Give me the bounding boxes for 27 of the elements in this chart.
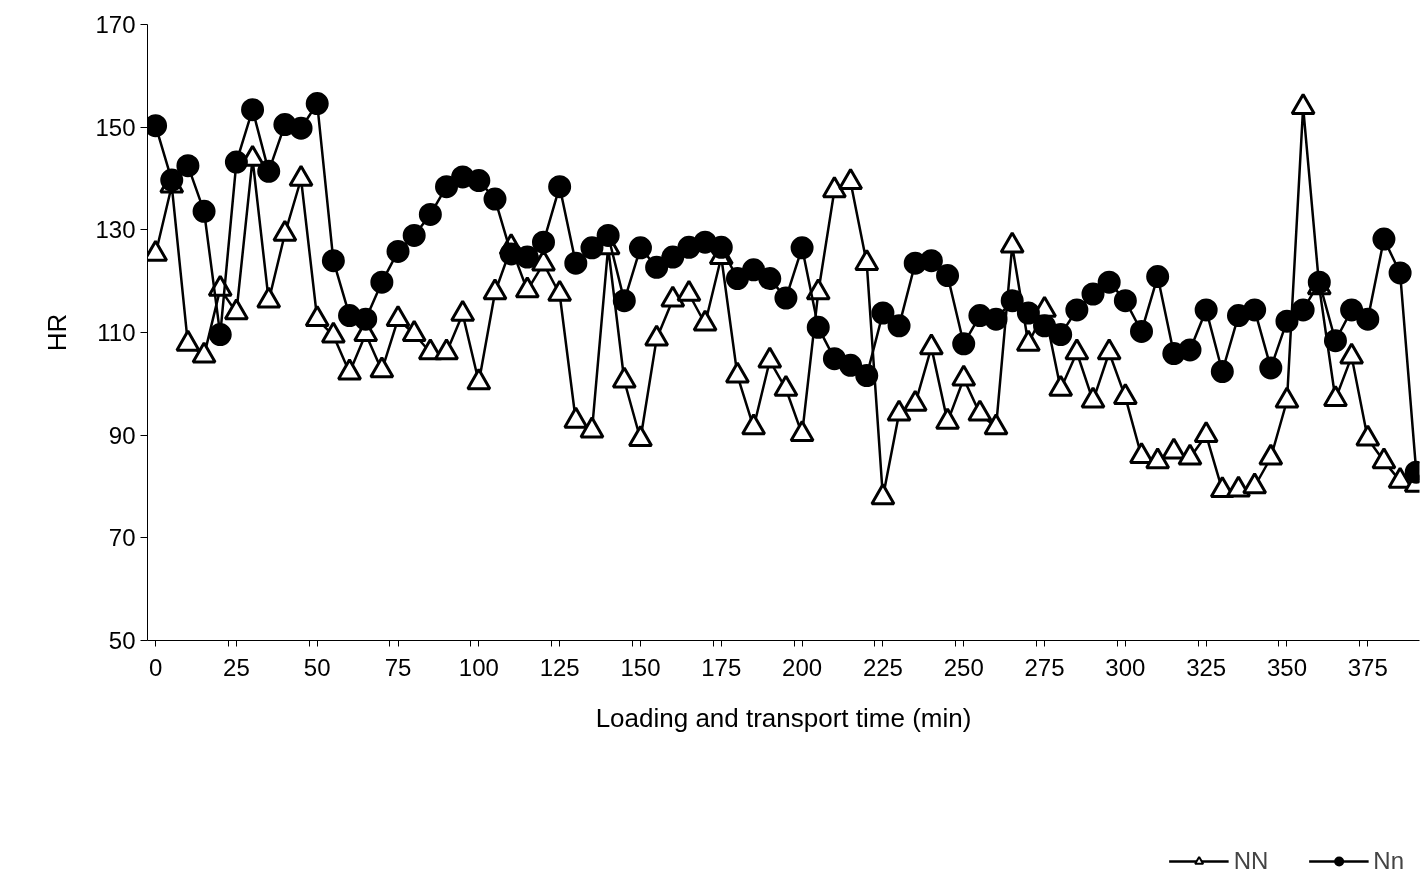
x-tick-label: 375 <box>1347 653 1388 681</box>
x-tick-label: 200 <box>782 653 823 681</box>
x-tick-label: 350 <box>1266 653 1307 681</box>
x-tick-label: 325 <box>1186 653 1227 681</box>
y-tick-label: 170 <box>95 11 136 38</box>
y-axis-title: HR <box>42 313 73 352</box>
x-tick-label: 275 <box>1024 653 1065 681</box>
x-tick-label: 25 <box>223 653 250 681</box>
y-tick-label: 110 <box>97 319 136 346</box>
x-tick-label: 50 <box>303 653 331 681</box>
x-tick-label: 0 <box>148 653 163 681</box>
x-tick-label: 225 <box>862 653 903 681</box>
legend-label: Nn <box>1373 847 1404 875</box>
y-tick-label: 50 <box>108 627 136 654</box>
y-tick-label: 90 <box>108 421 136 449</box>
x-tick-label: 175 <box>701 653 742 681</box>
legend-label: NN <box>1233 847 1269 875</box>
x-tick-label: 75 <box>384 653 412 681</box>
x-tick-label: 250 <box>943 653 984 681</box>
x-tick-label: 125 <box>539 653 580 681</box>
x-tick-label: 100 <box>458 653 499 681</box>
y-tick-label: 70 <box>108 524 136 552</box>
x-axis-title: Loading and transport time (min) <box>595 702 972 733</box>
y-tick-label: 130 <box>95 216 136 244</box>
x-tick-label: 150 <box>620 653 661 681</box>
y-tick-label: 150 <box>95 113 136 141</box>
x-tick-label: 300 <box>1105 653 1146 681</box>
